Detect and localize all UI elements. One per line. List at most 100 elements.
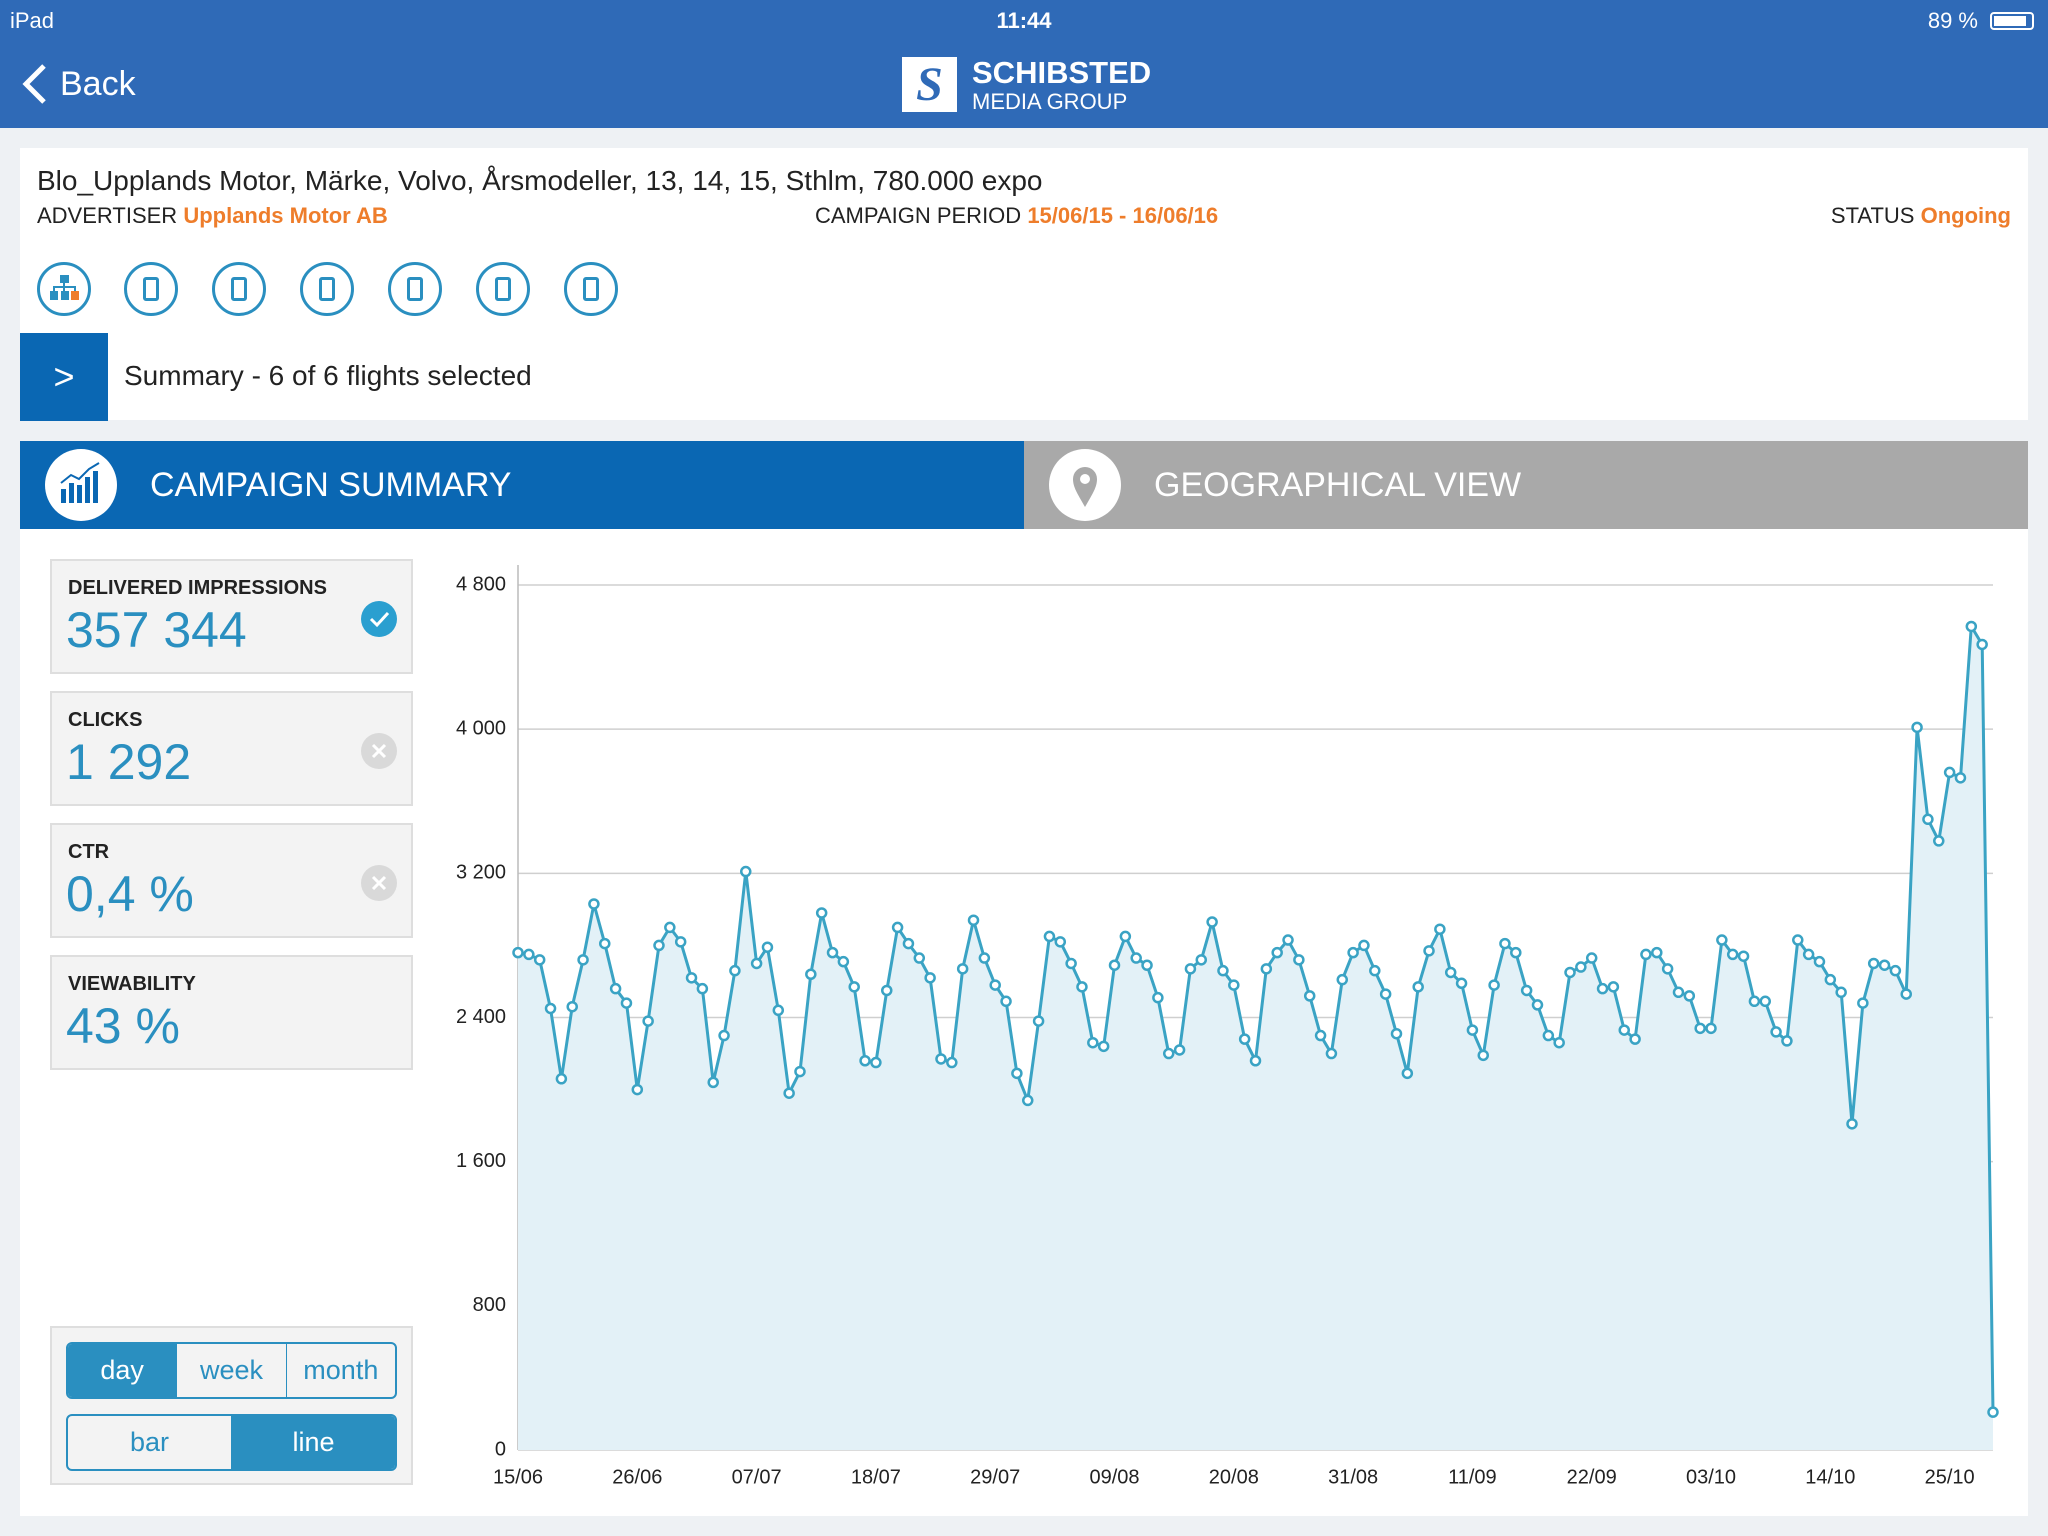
metric-card[interactable]: DELIVERED IMPRESSIONS 357 344 (50, 559, 413, 674)
point (1303, 990, 1316, 1002)
x-tick-label: 07/07 (732, 1466, 782, 1488)
point (978, 952, 991, 964)
y-tick-label: 4 800 (456, 573, 506, 595)
point (1629, 1033, 1641, 1045)
point (1705, 1022, 1717, 1035)
point (1846, 1118, 1858, 1130)
point (555, 1073, 568, 1085)
header-card (20, 148, 2028, 420)
point (902, 937, 915, 950)
point (761, 941, 774, 953)
point (544, 1002, 557, 1015)
toggle-button[interactable]: day (68, 1344, 177, 1397)
point (1184, 963, 1197, 975)
point (794, 1065, 806, 1078)
point (1260, 963, 1273, 975)
point (750, 957, 763, 970)
point (1596, 982, 1609, 995)
point (1575, 961, 1587, 973)
point (1683, 990, 1696, 1002)
point (924, 972, 936, 984)
point (1173, 1044, 1186, 1056)
point (1021, 1094, 1034, 1107)
type-toggle: bar line (66, 1414, 397, 1471)
period-row: CAMPAIGN PERIOD 15/06/15 - 16/06/16 (815, 203, 1218, 229)
point (1336, 973, 1349, 986)
point (1640, 948, 1652, 961)
point (1726, 948, 1739, 961)
point (1314, 1029, 1327, 1042)
hierarchy-icon (50, 275, 79, 300)
check-icon (361, 601, 397, 637)
point (1271, 946, 1283, 959)
point (588, 898, 600, 910)
point (1900, 988, 1912, 1000)
point (956, 963, 969, 975)
point (881, 984, 893, 997)
point (664, 921, 676, 934)
flight-icon[interactable] (476, 262, 530, 316)
back-text: Back (60, 64, 136, 103)
flight-icon[interactable] (300, 262, 354, 316)
off-icon (361, 733, 397, 769)
point (1770, 1026, 1782, 1038)
point (1195, 954, 1208, 966)
point (1477, 1049, 1490, 1062)
point (523, 948, 535, 961)
point (1206, 916, 1218, 928)
back-button[interactable]: Back (20, 62, 136, 106)
x-tick-label: 09/08 (1089, 1466, 1139, 1488)
point (1510, 946, 1522, 959)
flight-icon[interactable] (212, 262, 266, 316)
tab-summary[interactable] (20, 441, 1024, 529)
point (815, 907, 828, 919)
tab-geo[interactable] (1024, 441, 2028, 529)
metric-card[interactable]: CLICKS 1 292 (50, 691, 413, 806)
flight-icon[interactable] (388, 262, 442, 316)
point (1976, 638, 1988, 651)
flight-icon[interactable] (564, 262, 618, 316)
point (1585, 952, 1598, 964)
toggle-button[interactable]: week (176, 1344, 285, 1397)
point (566, 1000, 578, 1013)
point (1965, 620, 1978, 633)
point (1466, 1024, 1479, 1036)
period-toggle: day week month (66, 1342, 397, 1399)
point (1943, 766, 1956, 779)
point (533, 954, 546, 966)
point (1824, 973, 1837, 986)
point (674, 936, 687, 948)
nav-bar (0, 0, 2048, 128)
summary-icon (45, 449, 117, 521)
metric-card[interactable]: CTR 0,4 % (50, 823, 413, 938)
metric-card[interactable]: VIEWABILITY 43 % (50, 955, 413, 1070)
point (1444, 966, 1457, 979)
battery-text: 89 % (1927, 8, 1978, 33)
point (1065, 957, 1077, 970)
toggle-button[interactable]: bar (129, 1427, 170, 1457)
point (1423, 945, 1435, 957)
point (512, 946, 524, 959)
summary-text: Summary - 6 of 6 flights selected (124, 360, 532, 391)
point (1878, 959, 1891, 971)
point (1379, 988, 1392, 1000)
flight-icon[interactable] (124, 262, 178, 316)
metric-label: CTR (68, 841, 110, 863)
metric-value: 1 292 (66, 734, 192, 790)
point (1434, 923, 1446, 935)
all-flights-icon[interactable] (37, 262, 91, 316)
point (1792, 934, 1804, 946)
metric-value: 0,4 % (66, 866, 194, 922)
point (1141, 959, 1153, 971)
chart: 0 800 1 600 2 400 3 200 4 000 4 800 15/06 26/06 0… (456, 565, 1999, 1488)
area (518, 626, 1993, 1450)
toggle-button[interactable]: line (231, 1416, 395, 1469)
status-row: STATUS Ongoing (1831, 203, 2011, 229)
point (1401, 1067, 1414, 1080)
point (1011, 1067, 1023, 1080)
toggle-button[interactable]: month (285, 1344, 395, 1397)
point (1293, 954, 1305, 966)
summary-toggle[interactable]: > (20, 333, 108, 421)
tab-summary-label: CAMPAIGN SUMMARY (150, 466, 512, 504)
